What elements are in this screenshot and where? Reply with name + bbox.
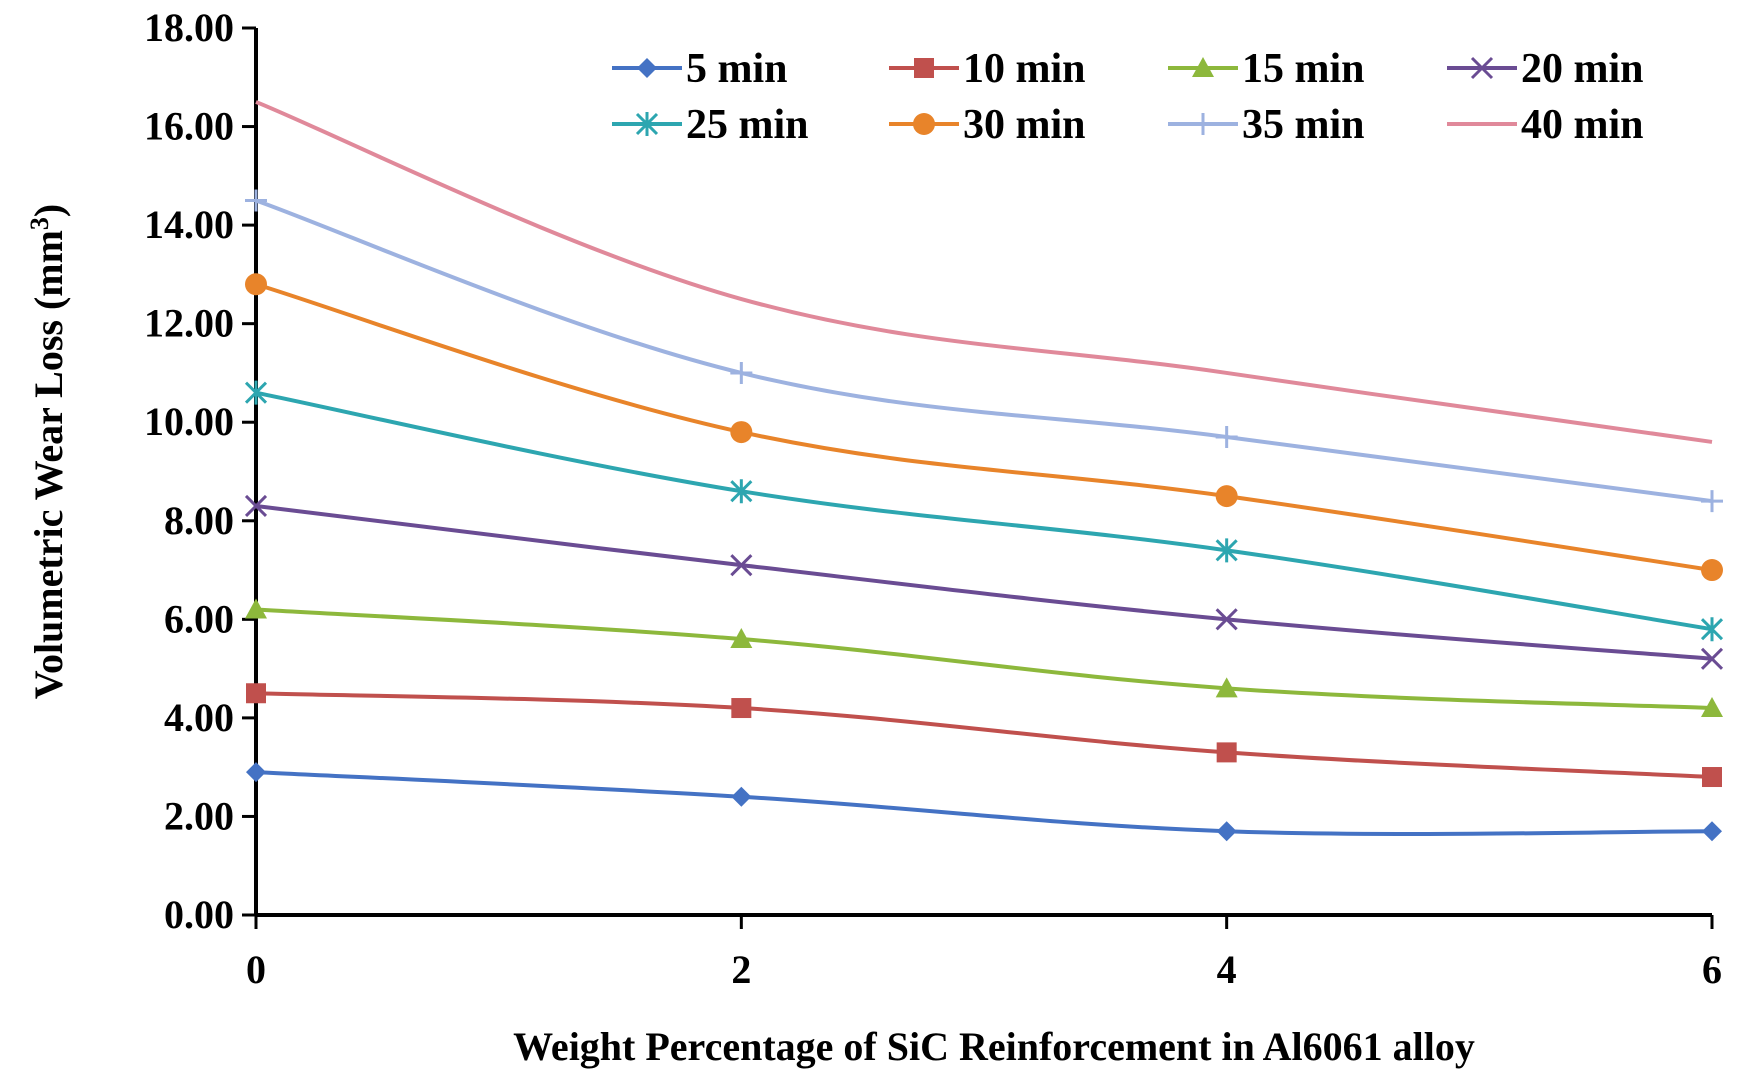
- x-tick-label: 0: [246, 947, 266, 992]
- y-axis-title: Volumetric Wear Loss (mm3): [25, 204, 71, 700]
- legend-item-40-min: 40 min: [1447, 102, 1644, 148]
- series-line-20-min: [255, 504, 1713, 661]
- y-tick-label: 14.00: [144, 202, 234, 247]
- x-axis-ticks: 0 2 4 6: [246, 915, 1722, 992]
- data-point-5-min: [246, 762, 266, 783]
- series-group: [244, 100, 1724, 842]
- data-point-25-min: [1700, 617, 1724, 642]
- legend-item-10-min: 10 min: [889, 46, 1086, 92]
- y-axis-ticks: 0.00 2.00 4.00 6.00 8.00 10.00 12.00 14.00 16.00…: [144, 5, 256, 937]
- series-30-min: [245, 273, 1723, 582]
- y-tick-label: 6.00: [164, 596, 234, 641]
- legend-marker: [1470, 56, 1494, 80]
- y-tick-label: 0.00: [164, 892, 234, 937]
- series-line-10-min: [255, 691, 1713, 780]
- data-point-35-min: [730, 361, 753, 384]
- data-point-25-min: [730, 479, 753, 504]
- data-point-5-min: [1702, 821, 1722, 842]
- legend-label: 20 min: [1521, 46, 1644, 92]
- data-point-15-min: [1215, 677, 1238, 698]
- y-tick-label: 2.00: [164, 793, 234, 838]
- legend-marker: [1192, 57, 1214, 77]
- legend-label: 40 min: [1521, 102, 1644, 148]
- legend-marker: [635, 112, 659, 136]
- data-point-35-min: [1215, 426, 1238, 449]
- legend-label: 15 min: [1242, 46, 1365, 92]
- series-line-35-min: [255, 198, 1713, 504]
- legend-item-35-min: 35 min: [1168, 102, 1365, 148]
- data-point-25-min: [1215, 538, 1238, 563]
- y-axis-title-superscript: 3: [25, 217, 54, 230]
- data-point-35-min: [1701, 490, 1723, 513]
- data-point-15-min: [730, 628, 753, 649]
- legend-marker: [637, 58, 657, 78]
- y-tick-label: 8.00: [164, 498, 234, 543]
- series-line-30-min: [255, 282, 1713, 573]
- data-point-10-min: [1702, 767, 1722, 788]
- legend-item-30-min: 30 min: [889, 102, 1086, 148]
- series-line-5-min: [255, 770, 1713, 836]
- legend-label: 10 min: [963, 46, 1086, 92]
- data-point-15-min: [245, 598, 267, 619]
- data-point-30-min: [1215, 485, 1238, 508]
- legend-label: 25 min: [686, 102, 809, 148]
- data-point-20-min: [730, 554, 753, 577]
- axes: 0.00 2.00 4.00 6.00 8.00 10.00 12.00 14.00 16.00…: [144, 5, 1722, 992]
- data-point-15-min: [1701, 697, 1723, 718]
- y-axis-title-text: Volumetric Wear Loss (mm: [26, 230, 71, 699]
- data-point-20-min: [1215, 608, 1238, 631]
- y-tick-label: 16.00: [144, 104, 234, 149]
- y-axis-title-suffix: ): [26, 204, 71, 217]
- series-line-15-min: [255, 607, 1713, 711]
- series-line-40-min: [255, 100, 1713, 444]
- data-point-10-min: [731, 698, 752, 719]
- series-25-min: [244, 380, 1724, 642]
- y-tick-label: 12.00: [144, 301, 234, 346]
- legend-marker: [913, 113, 935, 135]
- y-tick-label: 4.00: [164, 695, 234, 740]
- data-point-10-min: [1216, 742, 1237, 763]
- legend-label: 35 min: [1242, 102, 1365, 148]
- data-point-10-min: [246, 683, 266, 704]
- series-20-min: [244, 494, 1724, 670]
- x-tick-label: 6: [1702, 947, 1722, 992]
- x-tick-label: 4: [1217, 947, 1237, 992]
- data-point-20-min: [244, 494, 268, 518]
- series-15-min: [245, 598, 1723, 718]
- series-40-min: [255, 100, 1713, 444]
- legend-item-15-min: 15 min: [1168, 46, 1365, 92]
- data-point-5-min: [731, 786, 752, 807]
- series-10-min: [246, 683, 1722, 788]
- series-line-25-min: [255, 390, 1713, 632]
- data-point-20-min: [1700, 647, 1724, 670]
- legend-item-5-min: 5 min: [612, 46, 788, 92]
- data-point-5-min: [1216, 821, 1237, 842]
- legend-label: 5 min: [686, 46, 788, 92]
- legend: 5 min 10 min 15 min 20 min 25 min 30 min 35 mi…: [612, 46, 1644, 148]
- data-point-25-min: [244, 380, 268, 405]
- data-point-30-min: [1701, 559, 1723, 582]
- y-tick-label: 10.00: [144, 399, 234, 444]
- x-axis-title: Weight Percentage of SiC Reinforcement i…: [513, 1024, 1475, 1069]
- legend-item-20-min: 20 min: [1447, 46, 1644, 92]
- x-tick-label: 2: [731, 947, 751, 992]
- series-35-min: [245, 189, 1723, 513]
- data-point-30-min: [730, 421, 753, 444]
- legend-marker: [1192, 113, 1214, 135]
- data-point-30-min: [245, 273, 267, 296]
- y-tick-label: 18.00: [144, 5, 234, 50]
- series-5-min: [246, 762, 1722, 842]
- legend-label: 30 min: [963, 102, 1086, 148]
- data-point-35-min: [245, 189, 267, 212]
- legend-item-25-min: 25 min: [612, 102, 809, 148]
- legend-marker: [914, 58, 934, 78]
